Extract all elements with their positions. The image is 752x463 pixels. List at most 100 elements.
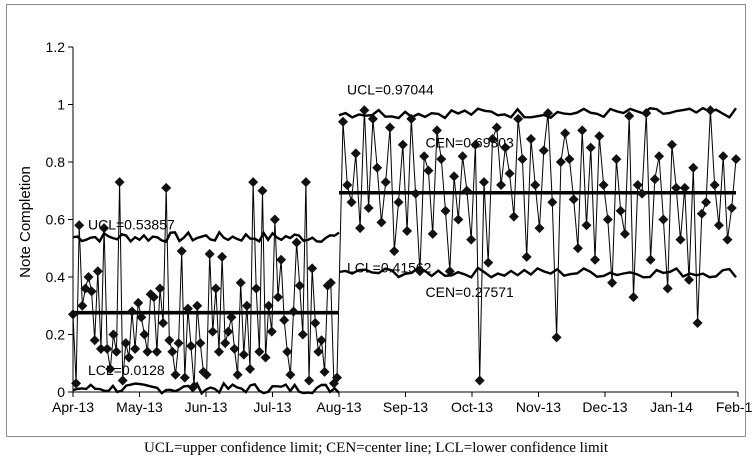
data-point <box>210 283 221 294</box>
axes: 0 0.2 0.4 0.6 0.8 1 1.2 Apr-13 May-13 Jun-13 Jul-1… <box>46 39 752 415</box>
data-point <box>380 177 391 188</box>
data-point <box>272 292 283 303</box>
data-point <box>83 272 94 282</box>
data-point <box>342 180 353 190</box>
x-tick-label: Aug-13 <box>316 399 361 415</box>
data-point <box>568 194 579 205</box>
control-chart: 0 0.2 0.4 0.6 0.8 1 1.2 Apr-13 May-13 Jun-13 Jul-1… <box>17 39 752 415</box>
data-point <box>294 280 305 291</box>
data-point <box>581 220 592 231</box>
data-point <box>555 157 566 167</box>
data-point <box>444 266 455 277</box>
x-tick-label: Dec-13 <box>582 399 627 415</box>
x-tick-label: Nov-13 <box>516 399 561 415</box>
data-point <box>402 226 413 236</box>
data-point <box>279 315 290 326</box>
data-point <box>105 364 116 374</box>
data-point <box>164 335 175 346</box>
data-point <box>367 113 378 124</box>
data-point <box>500 142 511 153</box>
data-point <box>534 223 545 234</box>
data-point <box>474 375 485 386</box>
data-point <box>547 197 558 208</box>
data-point <box>276 254 287 265</box>
data-point <box>508 211 519 222</box>
data-point <box>466 234 477 245</box>
data-point <box>313 346 324 357</box>
data-point <box>453 214 464 225</box>
y-tick-label: 0.2 <box>46 327 66 343</box>
series-polyline <box>72 110 737 387</box>
data-point <box>461 185 472 196</box>
data-point <box>120 338 131 349</box>
y-axis-title: Note Completion <box>17 166 34 278</box>
data-point <box>151 346 162 357</box>
data-point <box>406 113 417 124</box>
data-point <box>195 338 206 349</box>
data-point <box>254 346 265 357</box>
data-point <box>701 197 712 208</box>
annotation-label: CEN=0.69303 <box>426 135 515 151</box>
x-tick-label: Feb-14 <box>716 399 752 415</box>
data-point <box>248 177 259 188</box>
data-point <box>628 292 639 303</box>
data-point <box>363 203 374 213</box>
data-point <box>389 246 400 257</box>
data-point <box>251 283 262 294</box>
data-point <box>114 177 125 188</box>
annotation-label: UCL=0.97044 <box>347 81 434 97</box>
data-point <box>201 369 212 380</box>
data-point <box>263 300 274 311</box>
data-point <box>641 108 652 119</box>
y-tick-label: 0 <box>57 384 65 400</box>
data-point <box>226 312 237 323</box>
data-point <box>517 154 528 165</box>
data-point <box>560 128 571 139</box>
data-point <box>654 151 665 162</box>
ucl-line-phase-1 <box>72 230 340 244</box>
data-point <box>598 180 609 190</box>
data-point <box>684 274 695 285</box>
y-tick-label: 0.8 <box>46 154 66 170</box>
data-point <box>590 254 601 265</box>
data-point <box>332 372 342 383</box>
data-point <box>92 266 103 277</box>
data-point <box>300 177 311 188</box>
data-point <box>483 257 494 268</box>
data-point <box>491 122 502 133</box>
data-point <box>615 205 626 216</box>
figure-caption: UCL=upper confidence limit; CEN=center l… <box>144 440 608 456</box>
data-point <box>108 329 119 340</box>
data-point <box>123 352 134 363</box>
y-tick-label: 0.4 <box>46 269 66 285</box>
data-point <box>133 297 144 308</box>
data-point <box>117 375 128 386</box>
data-point <box>572 243 583 254</box>
data-point <box>213 346 224 357</box>
data-point <box>637 188 648 199</box>
data-point <box>307 263 318 274</box>
data-point <box>182 303 193 314</box>
x-tick-label: Oct-13 <box>451 399 493 415</box>
data-point <box>525 134 536 144</box>
data-point <box>602 214 613 225</box>
data-point <box>470 139 481 150</box>
data-point <box>148 292 159 303</box>
data-point <box>207 326 218 337</box>
data-point <box>585 142 596 153</box>
annotation-label: CEN=0.27571 <box>426 284 515 300</box>
data-point <box>304 375 315 386</box>
data-point <box>235 277 246 288</box>
data-point <box>440 205 451 216</box>
data-point <box>619 228 630 239</box>
data-point <box>611 154 622 165</box>
data-point <box>142 346 153 357</box>
data-point <box>346 197 357 208</box>
data-point <box>288 306 299 317</box>
annotation-label: LCL=0.41562 <box>347 260 432 276</box>
data-point <box>186 341 197 351</box>
data-point <box>167 346 178 357</box>
data-point <box>632 180 643 190</box>
data-point <box>457 151 468 162</box>
data-point <box>260 352 271 363</box>
